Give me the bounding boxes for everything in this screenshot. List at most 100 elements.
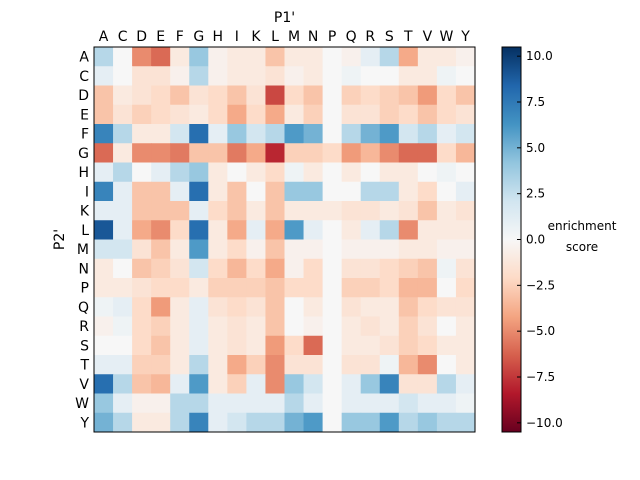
heatmap-cell [303, 374, 324, 394]
heatmap-cell [341, 104, 362, 125]
heatmap-cell [132, 124, 152, 144]
heatmap-cell [170, 355, 190, 375]
heatmap-cell [455, 278, 476, 298]
heatmap-cell [265, 374, 285, 394]
heatmap-cell [379, 143, 400, 163]
heatmap-cell [189, 278, 209, 298]
heatmap-cell [189, 335, 209, 356]
colorbar-tick-label: −5.0 [526, 324, 555, 338]
heatmap-cell [94, 374, 114, 394]
heatmap-cell [246, 66, 266, 86]
heatmap-cell [151, 335, 171, 356]
heatmap-cell [113, 258, 133, 279]
heatmap-cell [417, 374, 438, 394]
heatmap-cell [208, 220, 228, 240]
heatmap-cell [360, 335, 381, 356]
x-axis-label: P1' [274, 10, 295, 26]
heatmap-cell [455, 239, 476, 260]
heatmap-cell [151, 162, 171, 183]
heatmap-cell [360, 181, 381, 202]
heatmap-cell [284, 104, 305, 125]
heatmap-cell [360, 316, 381, 337]
x-tick-label: P [328, 29, 336, 45]
heatmap-cell [189, 181, 209, 202]
heatmap-cell [379, 47, 400, 67]
heatmap-cell [341, 297, 362, 317]
heatmap-cell [436, 297, 457, 317]
heatmap-cell [455, 85, 476, 106]
heatmap-cell [284, 201, 305, 221]
heatmap-cell [151, 374, 171, 394]
heatmap-cell [265, 85, 285, 106]
heatmap-cell [132, 335, 152, 356]
heatmap-cell [322, 239, 343, 260]
heatmap-cell [170, 181, 190, 202]
heatmap-cell [436, 258, 457, 279]
heatmap-cell [303, 124, 324, 144]
heatmap-cell [246, 181, 266, 202]
y-tick-label: Q [78, 300, 89, 316]
heatmap-cell [379, 201, 400, 221]
heatmap-cell [455, 220, 476, 240]
heatmap-cell [322, 278, 343, 298]
heatmap-cell [170, 85, 190, 106]
heatmap-cell [246, 143, 266, 163]
heatmap-cell [227, 85, 247, 106]
heatmap-cell [398, 201, 419, 221]
heatmap-cell [284, 66, 305, 86]
heatmap-cell [360, 162, 381, 183]
heatmap-cell [113, 85, 133, 106]
heatmap-cell [132, 239, 152, 260]
heatmap-cell [227, 201, 247, 221]
heatmap-cell [379, 393, 400, 414]
y-tick-label: A [79, 50, 89, 66]
heatmap-cell [284, 374, 305, 394]
heatmap-cell [265, 162, 285, 183]
heatmap-cell [246, 239, 266, 260]
heatmap-cell [360, 66, 381, 86]
x-tick-label: C [118, 29, 128, 45]
heatmap-cell [417, 412, 438, 433]
heatmap-cell [379, 220, 400, 240]
colorbar-label-line1: enrichment [548, 219, 617, 233]
x-tick-label: L [271, 29, 279, 45]
heatmap-cell [398, 181, 419, 202]
heatmap-cell [132, 374, 152, 394]
heatmap-cell [94, 85, 114, 106]
heatmap-cell [417, 220, 438, 240]
heatmap-cell [170, 239, 190, 260]
heatmap-cell [113, 220, 133, 240]
heatmap-cell [341, 278, 362, 298]
heatmap-cell [132, 220, 152, 240]
heatmap-cell [284, 393, 305, 414]
heatmap-cell [208, 412, 228, 433]
heatmap-cell [208, 297, 228, 317]
heatmap-cell [189, 297, 209, 317]
heatmap-cell [455, 181, 476, 202]
x-tick-label: R [365, 29, 375, 45]
heatmap-cell [265, 104, 285, 125]
heatmap-cell [379, 412, 400, 433]
heatmap-cell [170, 393, 190, 414]
heatmap-cell [227, 374, 247, 394]
heatmap-cell [265, 47, 285, 67]
heatmap-cell [436, 124, 457, 144]
heatmap-cell [455, 66, 476, 86]
heatmap-cell [189, 85, 209, 106]
heatmap-cell [227, 47, 247, 67]
heatmap-cell [151, 124, 171, 144]
heatmap-cell [455, 412, 476, 433]
heatmap-cell [94, 162, 114, 183]
heatmap-cell [417, 297, 438, 317]
heatmap-cell [151, 47, 171, 67]
heatmap-cell [246, 124, 266, 144]
heatmap-cell [303, 278, 324, 298]
heatmap-cell [455, 47, 476, 67]
heatmap-cell [227, 393, 247, 414]
heatmap-cell [208, 316, 228, 337]
heatmap-cell [246, 47, 266, 67]
heatmap-cell [436, 412, 457, 433]
x-tick-label: W [440, 29, 454, 45]
heatmap-cell [113, 374, 133, 394]
heatmap-cell [94, 316, 114, 337]
